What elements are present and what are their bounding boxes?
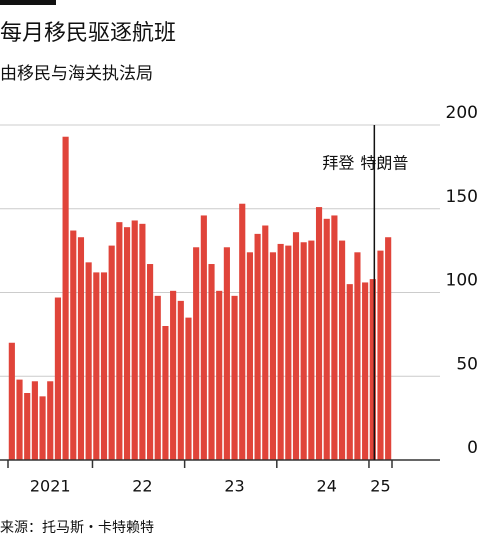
bar — [162, 326, 169, 460]
bar — [300, 242, 307, 460]
bar — [315, 207, 323, 460]
bar — [193, 247, 200, 460]
x-tick-label: 22 — [132, 477, 152, 496]
y-tick-label: 200 — [446, 103, 478, 123]
x-tick-label: 23 — [224, 477, 244, 496]
bar — [85, 262, 92, 460]
bar — [70, 230, 77, 460]
bar — [262, 225, 269, 460]
bar — [331, 215, 338, 460]
bar — [216, 290, 223, 460]
bar — [77, 237, 85, 460]
brand-bar — [0, 0, 56, 5]
bar — [147, 264, 154, 460]
bar — [231, 295, 238, 460]
x-tick-label: 25 — [370, 477, 390, 496]
bar — [323, 218, 330, 460]
bar — [54, 297, 61, 460]
bar — [377, 250, 384, 460]
bar — [16, 379, 23, 460]
bar — [62, 136, 69, 460]
bar — [185, 317, 192, 460]
y-tick-label: 50 — [456, 354, 478, 374]
bar — [39, 396, 46, 460]
bar — [246, 252, 253, 460]
chart-subtitle: 由移民与海关执法局 — [0, 64, 153, 84]
bar — [285, 245, 292, 460]
y-tick-label: 150 — [446, 187, 478, 207]
bar — [93, 272, 100, 460]
bar — [177, 300, 184, 460]
y-tick-label: 100 — [446, 271, 478, 291]
bar — [108, 245, 115, 460]
bar — [139, 223, 146, 460]
bar — [354, 252, 361, 460]
bar — [208, 264, 215, 460]
y-tick-label: 0 — [467, 438, 478, 458]
bar — [254, 233, 261, 460]
bar — [123, 227, 131, 460]
bar — [277, 243, 284, 460]
x-tick-label: 24 — [317, 477, 337, 496]
bar — [200, 215, 207, 460]
bar — [8, 342, 15, 460]
bar — [292, 232, 300, 460]
bar — [131, 220, 138, 460]
bar — [346, 284, 353, 460]
bar — [369, 279, 376, 460]
annotation: 特朗普 — [360, 154, 408, 173]
bar — [385, 237, 392, 460]
source: 来源：托马斯・卡特赖特 — [0, 520, 154, 536]
annotation: 拜登 — [322, 154, 354, 173]
bar — [116, 222, 123, 460]
bar — [239, 203, 246, 460]
bar — [24, 393, 31, 460]
bar — [362, 282, 369, 460]
chart-title: 每月移民驱逐航班 — [0, 21, 176, 46]
bar — [31, 381, 38, 460]
bar — [223, 247, 230, 460]
bar — [339, 240, 346, 460]
x-tick-label: 2021 — [30, 477, 71, 496]
bar — [308, 240, 315, 460]
bar — [269, 252, 277, 460]
bar — [154, 295, 161, 460]
bar — [170, 290, 177, 460]
bar — [100, 272, 108, 460]
bar — [47, 381, 54, 460]
